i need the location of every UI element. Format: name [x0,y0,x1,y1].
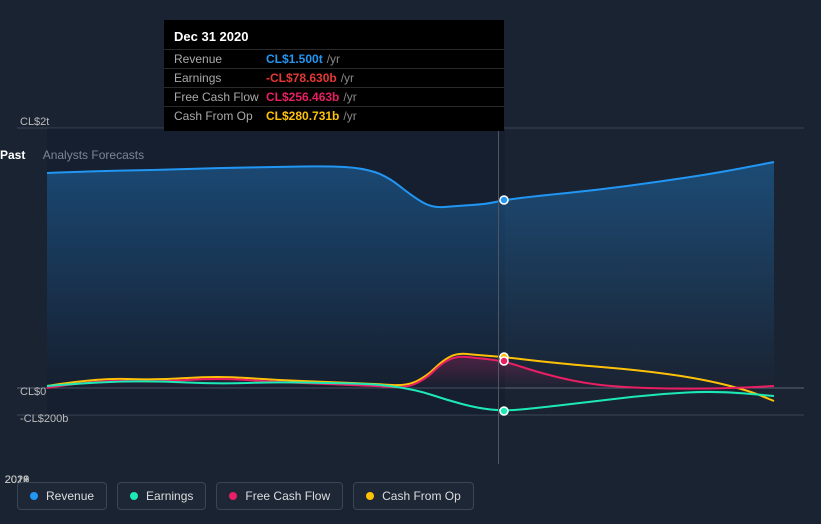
tooltip-unit: /yr [343,109,356,123]
legend-revenue[interactable]: Revenue [17,482,107,510]
tooltip-row: Earnings-CL$78.630b/yr [164,68,504,87]
y-axis-label: CL$2t [20,116,49,128]
label-forecast: Analysts Forecasts [43,148,144,162]
section-labels: Past Analysts Forecasts [0,148,144,162]
legend-label: Free Cash Flow [245,489,330,503]
chart-area[interactable]: CL$2tCL$0-CL$200b 20182019202020212022 [17,118,804,464]
chart-legend: Revenue Earnings Free Cash Flow Cash From O… [17,482,474,510]
legend-label: Earnings [146,489,193,503]
marker-fcf [500,357,508,365]
legend-dot-icon [366,492,374,500]
legend-label: Cash From Op [382,489,461,503]
marker-earnings [500,407,508,415]
legend-label: Revenue [46,489,94,503]
tooltip-value: CL$280.731b [266,109,339,123]
legend-earnings[interactable]: Earnings [117,482,206,510]
tooltip-value: CL$256.463b [266,90,339,104]
y-axis-label: -CL$200b [20,413,68,425]
tooltip-value: -CL$78.630b [266,71,337,85]
hover-line [498,118,499,464]
tooltip-unit: /yr [327,52,340,66]
tooltip-label: Cash From Op [174,109,266,123]
marker-revenue [500,196,508,204]
tooltip-label: Earnings [174,71,266,85]
chart-tooltip: Dec 31 2020 RevenueCL$1.500t/yrEarnings-… [164,20,504,131]
tooltip-row: Free Cash FlowCL$256.463b/yr [164,87,504,106]
tooltip-row: Cash From OpCL$280.731b/yr [164,106,504,125]
tooltip-unit: /yr [341,71,354,85]
tooltip-label: Free Cash Flow [174,90,266,104]
legend-cashop[interactable]: Cash From Op [353,482,474,510]
y-axis-label: CL$0 [20,386,46,398]
legend-fcf[interactable]: Free Cash Flow [216,482,343,510]
legend-dot-icon [30,492,38,500]
label-past: Past [0,148,25,162]
tooltip-unit: /yr [343,90,356,104]
tooltip-value: CL$1.500t [266,52,323,66]
chart-svg [17,118,804,464]
tooltip-row: RevenueCL$1.500t/yr [164,49,504,68]
legend-dot-icon [229,492,237,500]
tooltip-date: Dec 31 2020 [164,26,504,49]
legend-dot-icon [130,492,138,500]
tooltip-label: Revenue [174,52,266,66]
